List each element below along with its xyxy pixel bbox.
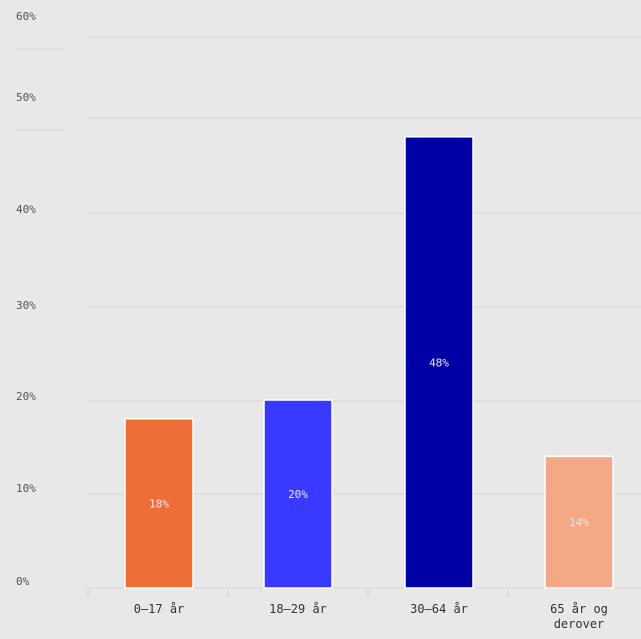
y-tick-label: 30%: [16, 299, 36, 312]
bar: [404, 136, 474, 589]
x-tick-label: 18–29 år: [269, 602, 327, 616]
bar: [124, 418, 194, 589]
y-tick-label: 60%: [16, 10, 36, 23]
y-tick-label: 20%: [16, 390, 36, 403]
y-tick-label: 50%: [16, 91, 36, 104]
y-tick-label: 10%: [16, 482, 36, 495]
x-tick-label: 65 år og: [550, 602, 608, 616]
bar-value-label: 18%: [149, 497, 169, 510]
bar: [544, 455, 614, 589]
y-axis-ticks: 0% 10% 20% 30% 40% 50% 60%: [16, 10, 36, 588]
y-tick-label: 40%: [16, 203, 36, 216]
bars: 18% 20% 48% 14%: [124, 136, 614, 589]
bar-value-label: 48%: [429, 356, 449, 369]
x-tick-label: 0–17 år: [134, 602, 185, 616]
x-tick-label: 30–64 år: [410, 602, 468, 616]
y-tick-label: 0%: [16, 575, 30, 588]
bar-value-label: 20%: [288, 488, 308, 501]
grid-layer: [16, 36, 641, 598]
bar-value-label: 14%: [569, 516, 589, 529]
x-tick-label: derover: [554, 617, 605, 631]
bar: [263, 399, 333, 589]
